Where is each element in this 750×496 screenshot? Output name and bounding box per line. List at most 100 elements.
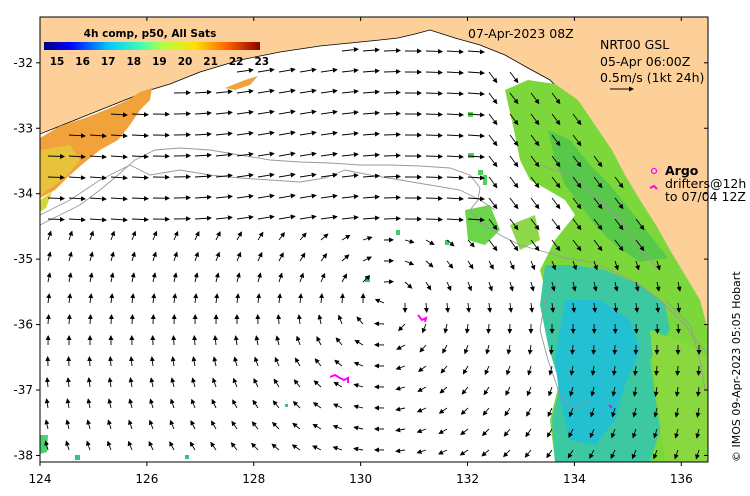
current-arrow	[191, 356, 197, 367]
current-arrow	[299, 272, 305, 283]
current-arrow	[509, 239, 519, 252]
current-arrow	[611, 365, 617, 376]
current-arrow	[362, 215, 380, 221]
current-arrow	[592, 281, 598, 292]
current-arrow	[446, 217, 464, 223]
current-arrow	[107, 398, 113, 409]
current-arrow	[341, 173, 359, 179]
current-arrow	[446, 196, 464, 202]
current-arrow	[320, 272, 326, 283]
current-arrow	[319, 293, 325, 304]
current-arrow	[65, 419, 71, 430]
argo-marker-icon	[650, 167, 658, 175]
current-arrow	[149, 377, 155, 388]
current-arrow	[374, 298, 385, 304]
current-arrow	[527, 344, 533, 355]
product-time: 05-Apr 06:00Z	[600, 54, 690, 69]
current-arrow	[674, 428, 680, 439]
current-arrow	[131, 133, 149, 139]
colorbar-tick-label: 16	[75, 56, 90, 68]
current-arrow	[464, 323, 470, 334]
current-arrow	[194, 173, 212, 179]
current-arrow	[509, 113, 519, 126]
current-arrow	[341, 131, 359, 137]
current-arrow	[416, 428, 427, 434]
current-arrow	[86, 419, 92, 430]
current-arrow	[88, 251, 94, 262]
current-arrow	[271, 443, 280, 451]
current-arrow	[107, 419, 112, 430]
current-arrow	[446, 49, 464, 55]
current-arrow	[89, 230, 95, 241]
x-tick-label: 126	[135, 472, 158, 486]
current-arrow	[362, 89, 380, 95]
current-arrow	[634, 302, 640, 313]
current-arrow	[257, 109, 275, 115]
current-arrow	[66, 314, 72, 325]
current-arrow	[339, 293, 345, 304]
current-arrow	[341, 254, 350, 262]
current-arrow	[341, 215, 359, 221]
current-arrow	[333, 381, 343, 388]
current-arrow	[212, 356, 218, 367]
current-arrow	[341, 152, 359, 158]
argo-label: Argo	[665, 163, 699, 178]
current-arrow	[257, 214, 275, 220]
current-arrow	[68, 217, 86, 223]
current-arrow	[278, 130, 296, 136]
current-arrow	[110, 217, 128, 223]
y-tick-label: -36	[13, 318, 33, 332]
current-arrow	[695, 449, 700, 460]
colorbar-tick-label: 17	[101, 56, 116, 68]
current-arrow	[466, 302, 472, 313]
current-arrow	[251, 442, 259, 451]
current-arrow	[298, 293, 304, 304]
current-arrow	[320, 67, 338, 73]
current-arrow	[551, 92, 561, 105]
current-arrow	[551, 134, 561, 147]
current-arrow	[335, 337, 343, 346]
current-arrow	[334, 359, 343, 367]
current-arrow	[193, 272, 199, 283]
current-arrow	[273, 378, 280, 388]
current-arrow	[152, 251, 157, 262]
current-arrow	[356, 316, 364, 325]
current-arrow	[593, 260, 598, 271]
current-arrow	[277, 293, 283, 304]
current-arrow	[110, 230, 116, 241]
current-arrow	[488, 239, 498, 252]
current-arrow	[235, 293, 241, 304]
current-arrow	[675, 365, 681, 376]
current-arrow	[312, 423, 322, 430]
current-arrow	[47, 230, 52, 241]
current-arrow	[614, 218, 624, 231]
current-arrow	[551, 113, 561, 126]
current-arrow	[446, 239, 455, 247]
current-arrow	[674, 386, 680, 397]
current-arrow	[215, 215, 233, 221]
current-arrow	[509, 134, 519, 147]
current-arrow	[170, 398, 175, 409]
current-arrow	[635, 260, 640, 271]
current-arrow	[108, 314, 114, 325]
vector-scale: 0.5m/s (1kt 24h)	[600, 70, 704, 85]
current-arrow	[593, 176, 603, 189]
current-arrow	[509, 155, 519, 168]
current-arrow	[236, 214, 254, 220]
current-arrow	[341, 234, 351, 241]
current-arrow	[131, 230, 137, 241]
current-arrow	[131, 112, 149, 118]
current-arrow	[592, 302, 598, 313]
current-arrow	[47, 216, 65, 222]
current-arrow	[423, 302, 429, 313]
current-arrow	[215, 251, 221, 262]
current-arrow	[571, 281, 577, 292]
current-arrow	[527, 365, 533, 376]
current-arrow	[443, 323, 449, 334]
current-arrow	[294, 357, 301, 367]
current-arrow	[425, 48, 443, 54]
current-arrow	[278, 151, 296, 157]
current-arrow	[488, 176, 498, 189]
current-arrow	[320, 233, 329, 241]
current-arrow	[215, 131, 233, 137]
